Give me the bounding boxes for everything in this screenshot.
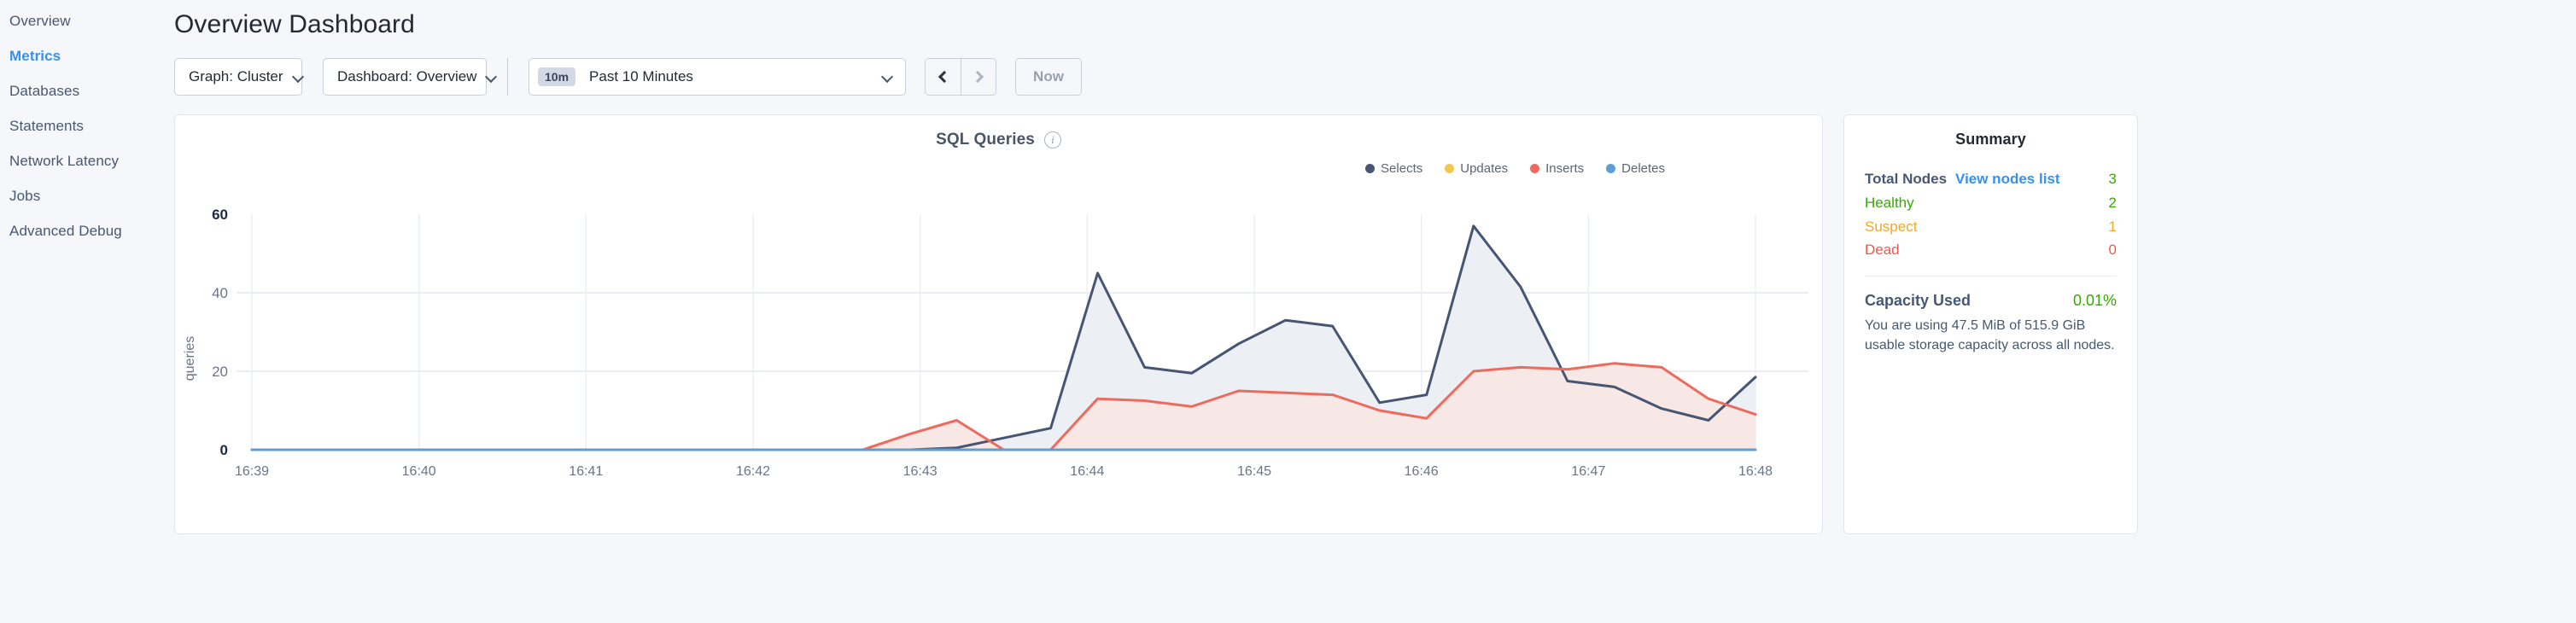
info-icon[interactable]: i <box>1043 131 1061 148</box>
summary-row-total-nodes: Total Nodes View nodes list 3 <box>1865 167 2117 191</box>
total-nodes-value: 3 <box>2108 171 2117 187</box>
healthy-value: 2 <box>2108 194 2117 211</box>
graph-select-label: Graph: Cluster <box>189 68 283 84</box>
time-prev-button[interactable] <box>926 59 961 95</box>
sidebar-item-jobs[interactable]: Jobs <box>0 178 167 213</box>
summary-title: Summary <box>1955 131 2026 148</box>
suspect-value: 1 <box>2108 218 2117 235</box>
healthy-label: Healthy <box>1865 194 1914 211</box>
svg-text:16:48: 16:48 <box>1738 464 1773 479</box>
svg-text:16:39: 16:39 <box>235 464 269 479</box>
legend-color-dot <box>1530 164 1540 173</box>
chevron-right-icon <box>971 70 984 84</box>
chevron-down-icon <box>883 72 893 82</box>
sidebar-item-label: Network Latency <box>9 152 120 169</box>
toolbar-divider <box>507 58 508 96</box>
svg-text:16:47: 16:47 <box>1571 464 1605 479</box>
sidebar-item-advanced-debug[interactable]: Advanced Debug <box>0 213 167 248</box>
svg-text:0: 0 <box>220 442 228 458</box>
sidebar-item-label: Metrics <box>9 47 61 64</box>
legend-label: Inserts <box>1545 161 1585 176</box>
dashboard-content: SQL Queries i Selects Updates Inserts <box>174 114 2562 623</box>
sidebar-item-overview[interactable]: Overview <box>0 3 167 38</box>
legend-item-selects[interactable]: Selects <box>1365 161 1422 176</box>
chevron-left-icon <box>938 70 951 84</box>
time-next-button[interactable] <box>961 59 996 95</box>
time-range-select[interactable]: 10m Past 10 Minutes <box>529 58 906 96</box>
chart-svg[interactable]: 0 20 40 60 16:39 16:40 16:41 16:42 16:43 16:44 16:… <box>175 207 1824 498</box>
svg-text:40: 40 <box>212 285 228 301</box>
time-range-pill: 10m <box>538 67 576 86</box>
svg-text:16:41: 16:41 <box>569 464 603 479</box>
capacity-description: You are using 47.5 MiB of 515.9 GiB usab… <box>1865 318 2115 353</box>
chevron-down-icon <box>294 72 304 82</box>
sidebar-item-label: Advanced Debug <box>9 222 122 239</box>
legend-item-updates[interactable]: Updates <box>1445 161 1508 176</box>
svg-text:16:45: 16:45 <box>1237 464 1271 479</box>
svg-text:16:43: 16:43 <box>903 464 938 479</box>
sidebar-item-label: Statements <box>9 117 84 134</box>
sidebar-item-databases[interactable]: Databases <box>0 73 167 108</box>
sidebar-item-label: Overview <box>9 12 71 29</box>
dashboard-toolbar: Graph: Cluster Dashboard: Overview 10m P… <box>174 58 2562 96</box>
sidebar-item-label: Jobs <box>9 187 41 204</box>
time-range-label: Past 10 Minutes <box>589 68 693 84</box>
summary-card: Summary Total Nodes View nodes list 3 He… <box>1843 114 2138 534</box>
dashboard-select-label: Dashboard: Overview <box>337 68 477 84</box>
time-nav-group <box>925 58 996 96</box>
dashboard-select[interactable]: Dashboard: Overview <box>323 58 487 96</box>
total-nodes-label: Total Nodes <box>1865 171 1948 187</box>
chart-title: SQL Queries <box>936 131 1035 148</box>
svg-text:60: 60 <box>212 207 228 223</box>
main-content: Overview Dashboard Graph: Cluster Dashbo… <box>167 0 2576 623</box>
dead-label: Dead <box>1865 242 1900 259</box>
summary-row-dead: Dead 0 <box>1865 238 2117 262</box>
sidebar-item-label: Databases <box>9 82 80 99</box>
capacity-row: Capacity Used 0.01% <box>1865 292 2117 310</box>
svg-text:16:40: 16:40 <box>402 464 436 479</box>
capacity-used-label: Capacity Used <box>1865 292 1971 310</box>
chart-header: SQL Queries i <box>175 131 1822 149</box>
graph-select[interactable]: Graph: Cluster <box>174 58 302 96</box>
summary-divider <box>1865 276 2117 277</box>
svg-text:16:46: 16:46 <box>1405 464 1439 479</box>
legend-color-dot <box>1606 164 1616 173</box>
legend-item-deletes[interactable]: Deletes <box>1606 161 1665 176</box>
chevron-down-icon <box>487 72 497 82</box>
svg-text:16:42: 16:42 <box>736 464 770 479</box>
legend-label: Updates <box>1460 161 1509 176</box>
legend-color-dot <box>1365 164 1376 173</box>
sidebar: Overview Metrics Databases Statements Ne… <box>0 0 167 623</box>
sql-queries-chart-card: SQL Queries i Selects Updates Inserts <box>174 114 1823 534</box>
chart-plot-area: queries 0 20 40 60 16:39 16:40 16:41 16:42 16:43… <box>175 207 1824 498</box>
sidebar-item-statements[interactable]: Statements <box>0 108 167 143</box>
summary-row-healthy: Healthy 2 <box>1865 191 2117 215</box>
legend-item-inserts[interactable]: Inserts <box>1530 161 1584 176</box>
capacity-used-value: 0.01% <box>2072 292 2117 310</box>
legend-color-dot <box>1445 164 1455 173</box>
summary-row-suspect: Suspect 1 <box>1865 215 2117 239</box>
dead-value: 0 <box>2108 242 2117 259</box>
sidebar-item-metrics[interactable]: Metrics <box>0 38 167 73</box>
now-button[interactable]: Now <box>1015 58 1082 96</box>
sidebar-item-network-latency[interactable]: Network Latency <box>0 143 167 178</box>
svg-text:16:44: 16:44 <box>1070 464 1104 479</box>
svg-text:20: 20 <box>212 364 228 380</box>
legend-label: Selects <box>1381 161 1423 176</box>
view-nodes-list-link[interactable]: View nodes list <box>1955 171 2060 187</box>
suspect-label: Suspect <box>1865 218 1918 235</box>
legend-label: Deletes <box>1621 161 1665 176</box>
chart-legend: Selects Updates Inserts Deletes <box>175 161 1822 176</box>
page-title: Overview Dashboard <box>174 10 415 38</box>
